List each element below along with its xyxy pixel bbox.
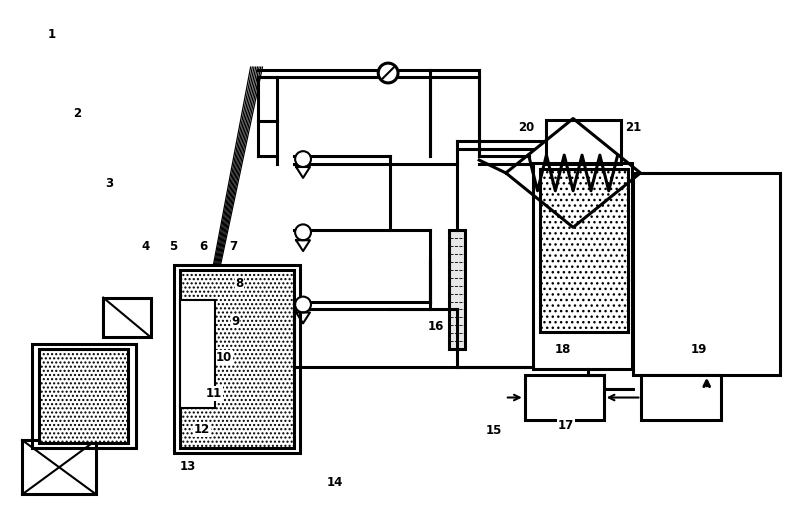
Text: 1: 1 <box>48 28 56 41</box>
Bar <box>533 163 631 369</box>
Text: 9: 9 <box>231 315 239 328</box>
Text: 8: 8 <box>235 277 243 290</box>
Circle shape <box>295 151 311 167</box>
Bar <box>450 230 466 349</box>
Bar <box>103 297 150 337</box>
Text: 17: 17 <box>558 419 574 432</box>
Text: 4: 4 <box>141 240 150 253</box>
Bar <box>56 369 110 413</box>
Bar <box>22 440 96 494</box>
Circle shape <box>295 296 311 313</box>
Text: 16: 16 <box>427 320 444 333</box>
Text: 11: 11 <box>206 387 222 400</box>
Text: 7: 7 <box>230 240 238 253</box>
Text: 5: 5 <box>169 240 177 253</box>
Circle shape <box>295 225 311 240</box>
Bar <box>174 265 300 453</box>
Text: 15: 15 <box>486 424 502 437</box>
Circle shape <box>378 63 398 83</box>
Bar <box>39 349 128 443</box>
Bar <box>642 375 721 420</box>
Bar <box>525 375 604 420</box>
Bar <box>180 270 294 448</box>
Bar <box>541 169 627 332</box>
Text: 2: 2 <box>73 107 81 120</box>
Text: 14: 14 <box>327 476 343 489</box>
Text: 19: 19 <box>691 343 707 356</box>
Text: 18: 18 <box>555 343 571 356</box>
Bar <box>546 119 621 164</box>
Text: 12: 12 <box>194 423 210 436</box>
Text: 6: 6 <box>199 240 208 253</box>
Bar <box>634 173 780 375</box>
Bar <box>32 344 136 448</box>
Text: 13: 13 <box>180 460 196 473</box>
Text: 10: 10 <box>216 351 233 364</box>
Text: 20: 20 <box>518 121 534 134</box>
Text: 21: 21 <box>626 121 642 134</box>
Bar <box>180 300 215 408</box>
Text: 3: 3 <box>106 177 114 190</box>
